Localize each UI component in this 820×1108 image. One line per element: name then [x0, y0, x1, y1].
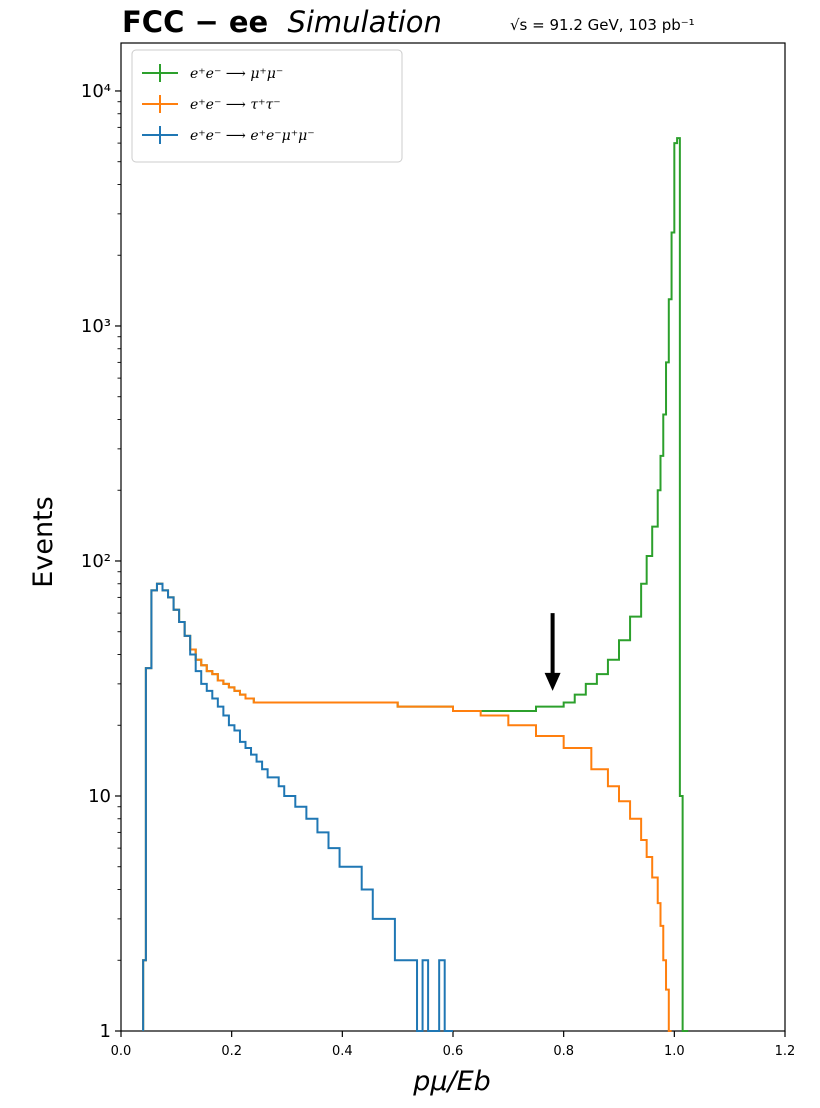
- legend-box: [131, 49, 403, 163]
- y-axis-label: Events: [28, 496, 59, 587]
- y-tick-label: 10⁴: [81, 81, 111, 102]
- x-tick-label: 0.4: [332, 1044, 353, 1059]
- plot-frame: [120, 42, 786, 1032]
- title-italic: Simulation: [287, 5, 441, 39]
- series-layer: [142, 137, 689, 1032]
- y-tick-label: 10³: [81, 316, 111, 337]
- x-tick-label: 0.0: [111, 1044, 132, 1059]
- legend-label: e⁺e⁻ ⟶ μ⁺μ⁻: [190, 66, 283, 82]
- series-line-0: [142, 137, 689, 1032]
- x-tick-label: 0.8: [553, 1044, 574, 1059]
- y-tick-label: 1: [100, 1021, 111, 1042]
- x-axis-label: pμ/Eb: [412, 1066, 491, 1097]
- arrow-head: [544, 672, 561, 691]
- x-tick-label: 0.6: [443, 1044, 464, 1059]
- arrow-annotation: [544, 613, 561, 691]
- legend-label: e⁺e⁻ ⟶ τ⁺τ⁻: [190, 97, 281, 113]
- title-bold: FCC − ee: [122, 5, 268, 39]
- y-minor-ticks: [117, 101, 121, 961]
- y-tick-label: 10²: [81, 551, 111, 572]
- x-tick-label: 1.0: [664, 1044, 685, 1059]
- legend-label: e⁺e⁻ ⟶ e⁺e⁻μ⁺μ⁻: [190, 128, 315, 144]
- chart-title: FCC − ee Simulation: [122, 5, 442, 39]
- energy-label: √s = 91.2 GeV, 103 pb⁻¹: [510, 16, 695, 34]
- x-ticks: 0.0 0.2 0.4 0.6 0.8 1.0 1.2: [111, 1031, 796, 1059]
- x-tick-label: 0.2: [221, 1044, 242, 1059]
- legend: e⁺e⁻ ⟶ μ⁺μ⁻ e⁺e⁻ ⟶ τ⁺τ⁻ e⁺e⁻ ⟶ e⁺e⁻μ⁺μ⁻: [131, 49, 403, 163]
- y-major-ticks: 1 10 10² 10³ 10⁴: [81, 81, 121, 1042]
- series-line-2: [142, 582, 453, 1032]
- x-tick-label: 1.2: [775, 1044, 796, 1059]
- series-line-1: [142, 582, 672, 1032]
- y-tick-label: 10: [88, 786, 111, 807]
